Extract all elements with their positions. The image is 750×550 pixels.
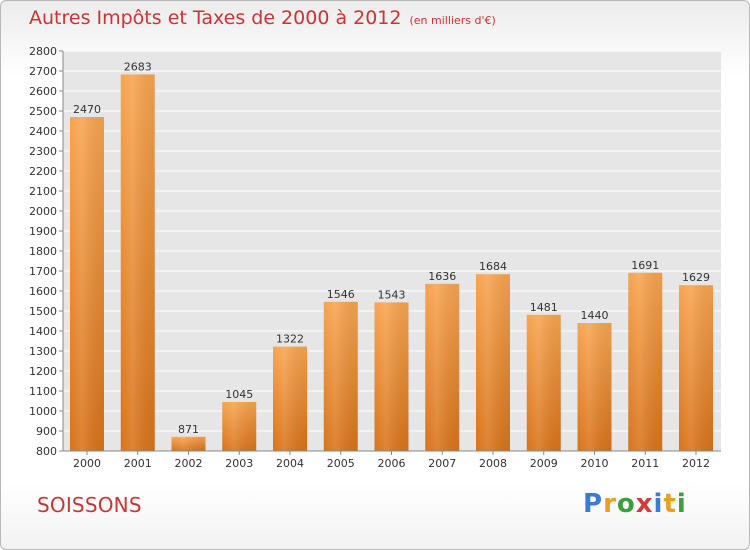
y-tick-label: 2000 — [29, 205, 57, 218]
data-label: 1322 — [276, 333, 304, 346]
x-tick-label: 2004 — [276, 457, 304, 470]
logo-letter: i — [676, 489, 687, 519]
y-tick-label: 1200 — [29, 365, 57, 378]
data-label: 2470 — [73, 103, 101, 116]
x-tick-label: 2012 — [682, 457, 710, 470]
y-tick-label: 2500 — [29, 105, 57, 118]
bar-shade — [70, 117, 104, 451]
bars: 2470 2683 871 1045 1322 1546 1543 1636 1684 1481 1… — [70, 60, 713, 452]
bar-shade — [171, 436, 206, 451]
y-tick-label: 1300 — [29, 345, 57, 358]
bar-shade — [374, 302, 409, 451]
data-label: 2683 — [124, 60, 152, 73]
data-label: 1691 — [631, 259, 659, 272]
y-tick-label: 2300 — [29, 145, 57, 158]
y-tick-label: 1800 — [29, 245, 57, 258]
x-tick-label: 2006 — [378, 457, 406, 470]
data-label: 1045 — [225, 388, 253, 401]
data-label: 1546 — [327, 288, 355, 301]
logo-letter: o — [616, 489, 636, 519]
x-tick-label: 2005 — [327, 457, 355, 470]
x-tick-label: 2007 — [428, 457, 456, 470]
x-tick-label: 2010 — [581, 457, 609, 470]
bar-shade — [323, 301, 358, 451]
y-tick-label: 1700 — [29, 265, 57, 278]
y-tick-label: 2100 — [29, 185, 57, 198]
x-tick-label: 2009 — [530, 457, 558, 470]
x-tick-label: 2001 — [124, 457, 152, 470]
logo-letter: x — [635, 489, 654, 519]
data-label: 1543 — [378, 288, 406, 301]
y-tick-label: 1000 — [29, 405, 57, 418]
y-tick-label: 1600 — [29, 285, 57, 298]
bar-shade — [679, 285, 713, 451]
chart-title: Autres Impôts et Taxes de 2000 à 2012 (en… — [29, 7, 496, 29]
y-tick-label: 1400 — [29, 325, 57, 338]
title-unit: (en milliers d'€) — [409, 14, 496, 27]
bar-shade — [222, 402, 257, 451]
logo-letter: i — [653, 489, 664, 519]
y-tick-label: 2600 — [29, 85, 57, 98]
y-tick-label: 2200 — [29, 165, 57, 178]
data-label: 1636 — [428, 270, 456, 283]
proxiti-logo: Proxiti — [583, 489, 687, 519]
bar-shade — [425, 283, 460, 451]
bar-shade — [577, 323, 612, 451]
y-tick-label: 900 — [36, 425, 57, 438]
x-axis: 2000 2001 2002 2003 2004 2005 2006 2007 2008 2009… — [63, 450, 721, 470]
y-tick-label: 2800 — [29, 45, 57, 58]
bar-shade — [273, 346, 307, 451]
data-label: 1629 — [682, 271, 710, 284]
y-tick-label: 1100 — [29, 385, 57, 398]
x-tick-label: 2003 — [225, 457, 253, 470]
logo-letter: t — [663, 489, 677, 519]
data-label: 1684 — [479, 260, 507, 273]
bar-shade — [120, 74, 155, 452]
x-tick-label: 2000 — [73, 457, 101, 470]
y-tick-label: 2700 — [29, 65, 57, 78]
y-tick-label: 1500 — [29, 305, 57, 318]
title-text: Autres Impôts et Taxes de 2000 à 2012 — [29, 7, 402, 29]
data-label: 1481 — [530, 301, 558, 314]
y-axis: 800 900 1000 1100 1200 1300 1400 1500 1600 1700 18… — [29, 45, 64, 458]
data-label: 871 — [178, 423, 199, 436]
bar-shade — [526, 314, 561, 451]
x-tick-label: 2002 — [175, 457, 203, 470]
x-tick-label: 2008 — [479, 457, 507, 470]
y-tick-label: 2400 — [29, 125, 57, 138]
city-name: SOISSONS — [37, 493, 142, 517]
logo-letter: P — [583, 489, 604, 519]
bar-shade — [476, 274, 510, 451]
y-tick-label: 1900 — [29, 225, 57, 238]
y-tick-label: 800 — [36, 445, 57, 458]
bar-shade — [628, 272, 663, 451]
logo-letter: r — [603, 489, 617, 519]
bar-chart: 800 900 1000 1100 1200 1300 1400 1500 1600 1700 18… — [29, 45, 721, 470]
data-label: 1440 — [581, 309, 609, 322]
x-tick-label: 2011 — [631, 457, 659, 470]
